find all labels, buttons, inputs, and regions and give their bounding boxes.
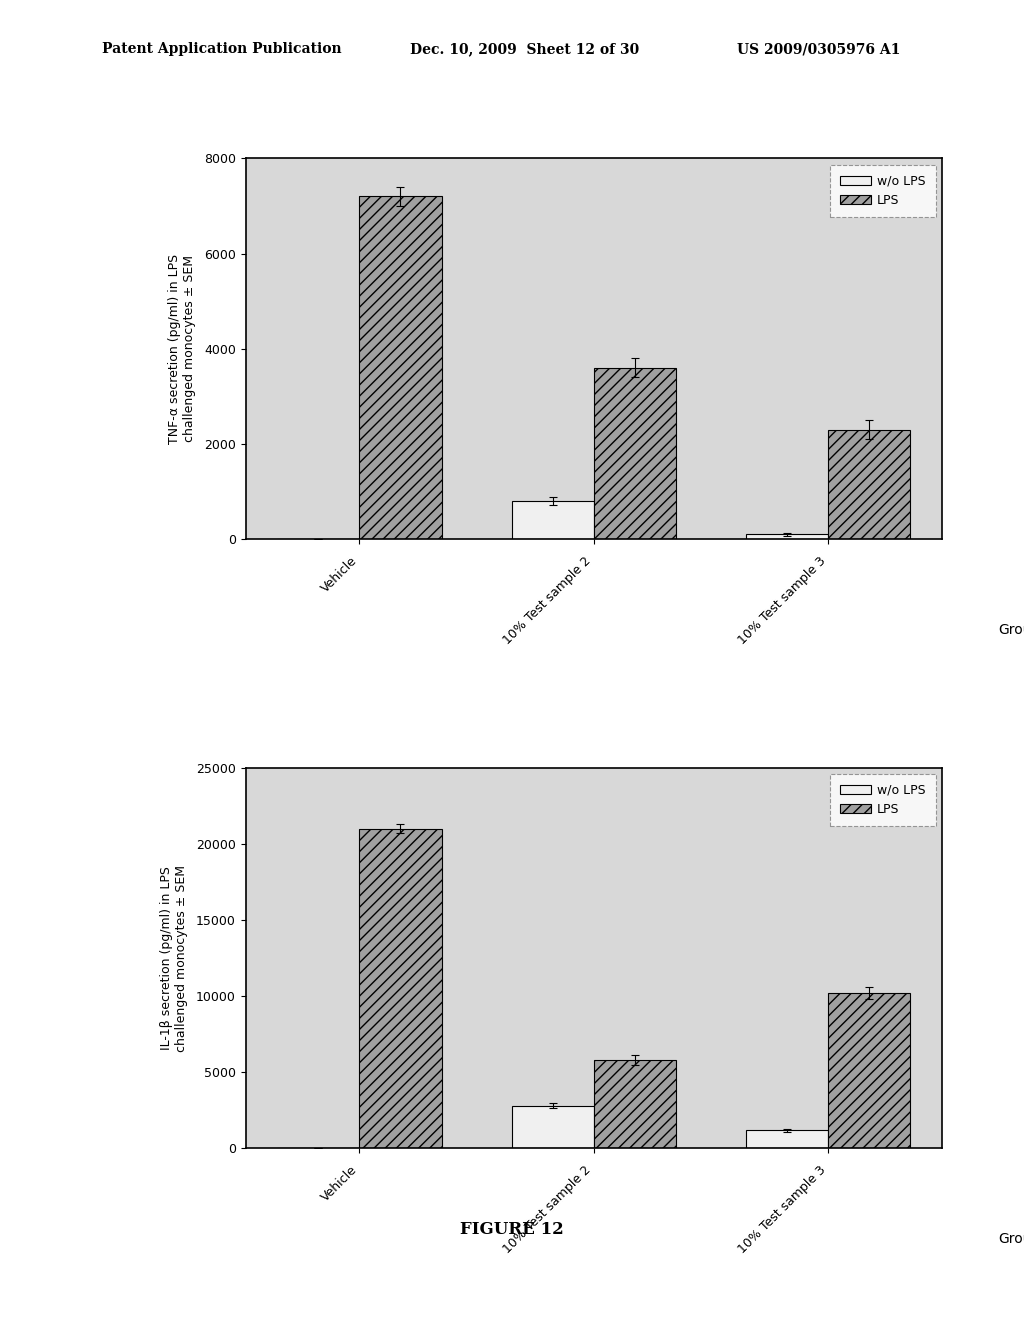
Text: US 2009/0305976 A1: US 2009/0305976 A1 xyxy=(737,42,901,57)
Text: Patent Application Publication: Patent Application Publication xyxy=(102,42,342,57)
Text: 10% Test sample 3: 10% Test sample 3 xyxy=(735,1164,828,1257)
Text: FIGURE 12: FIGURE 12 xyxy=(460,1221,564,1238)
Text: Groups: Groups xyxy=(997,1232,1024,1246)
Text: 10% Test sample 3: 10% Test sample 3 xyxy=(735,554,828,647)
Bar xyxy=(828,993,910,1148)
Bar xyxy=(828,430,910,539)
Bar xyxy=(746,1130,828,1148)
Text: 10% Test sample 2: 10% Test sample 2 xyxy=(502,1164,594,1257)
Bar xyxy=(359,197,441,539)
Y-axis label: TNF-α secretion (pg/ml) in LPS
challenged monocytes ± SEM: TNF-α secretion (pg/ml) in LPS challenge… xyxy=(168,253,196,444)
Text: 10% Test sample 2: 10% Test sample 2 xyxy=(502,554,594,647)
Y-axis label: IL-1β secretion (pg/ml) in LPS
challenged monocytes ± SEM: IL-1β secretion (pg/ml) in LPS challenge… xyxy=(160,865,187,1052)
Bar xyxy=(512,1106,594,1148)
Legend: w/o LPS, LPS: w/o LPS, LPS xyxy=(829,165,936,216)
Text: Vehicle: Vehicle xyxy=(318,1164,359,1205)
Text: Groups: Groups xyxy=(997,623,1024,638)
Bar xyxy=(512,502,594,539)
Bar xyxy=(746,535,828,539)
Text: Vehicle: Vehicle xyxy=(318,554,359,595)
Bar xyxy=(594,368,676,539)
Bar xyxy=(359,829,441,1148)
Bar xyxy=(594,1060,676,1148)
Legend: w/o LPS, LPS: w/o LPS, LPS xyxy=(829,774,936,826)
Text: Dec. 10, 2009  Sheet 12 of 30: Dec. 10, 2009 Sheet 12 of 30 xyxy=(410,42,639,57)
